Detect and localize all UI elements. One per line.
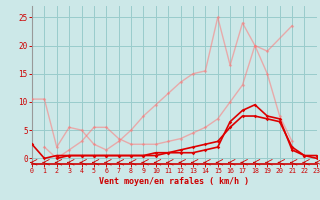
X-axis label: Vent moyen/en rafales ( km/h ): Vent moyen/en rafales ( km/h ) [100,177,249,186]
